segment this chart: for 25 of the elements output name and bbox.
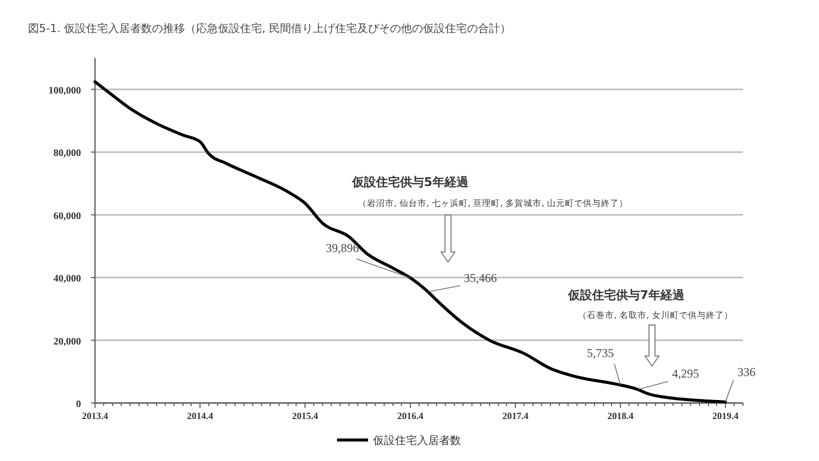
- y-tick-label: 100,000: [48, 85, 81, 96]
- data-label: 336: [737, 364, 756, 379]
- x-tick-label: 2015.4: [292, 412, 318, 422]
- chart-title: 図5-1. 仮設住宅入居者数の推移（応急仮設住宅, 民間借り上げ住宅及びその他の仮設住宅の合計）: [28, 22, 511, 35]
- annotation: （岩沼市, 仙台市, 七ヶ浜町, 亘理町, 多賀城市, 山元町で供与終了）: [358, 198, 628, 209]
- annotation: 仮設住宅供与7年経過: [567, 288, 686, 302]
- legend-label: 仮設住宅入居者数: [373, 434, 461, 447]
- line-series: [94, 80, 727, 404]
- data-label: 4,295: [672, 366, 699, 381]
- x-tick-label: 2014.4: [186, 412, 214, 422]
- data-label: 39,896: [326, 240, 359, 255]
- y-tick-label: 40,000: [54, 274, 81, 285]
- annotation: 仮設住宅供与5年経過: [351, 175, 470, 189]
- x-tick-label: 2016.4: [397, 412, 424, 422]
- data-label: 35,466: [464, 270, 497, 285]
- x-tick-label: 2013.4: [82, 412, 108, 422]
- y-tick-label: 0: [76, 399, 81, 410]
- x-tick-label: 2019.4: [712, 412, 739, 422]
- x-tick-label: 2018.4: [607, 412, 634, 422]
- y-tick-label: 80,000: [54, 148, 81, 160]
- annotation: （石巻市, 名取市, 女川町で供与終了）: [578, 310, 733, 321]
- x-tick-label: 2017.4: [502, 412, 529, 422]
- y-tick-label: 20,000: [54, 336, 81, 348]
- data-label: 5,735: [586, 346, 614, 360]
- y-tick-label: 60,000: [54, 210, 81, 222]
